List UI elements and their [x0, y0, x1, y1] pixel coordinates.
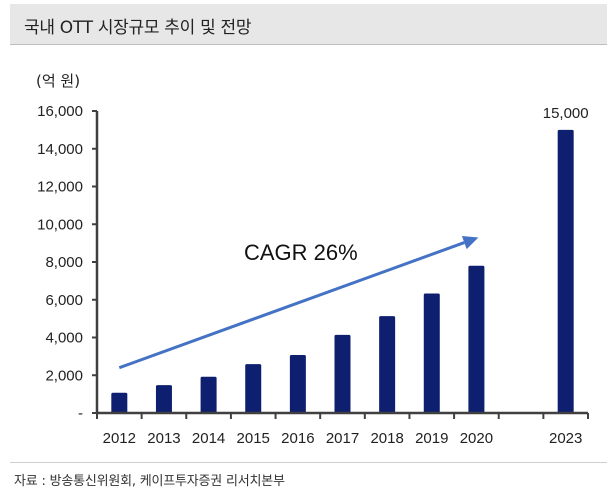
- data-label: 15,000: [543, 105, 589, 122]
- x-tick-label: 2019: [415, 430, 448, 447]
- x-tick-label: 2012: [103, 430, 136, 447]
- cagr-arrow-line: [118, 241, 465, 370]
- cagr-arrow-head-icon: [461, 235, 479, 250]
- title-bar: 국내 OTT 시장규모 추이 및 전망: [10, 4, 607, 45]
- y-tick-label: 4,000: [45, 330, 83, 347]
- x-tick-label: 2013: [147, 430, 180, 447]
- x-tick-label: 2016: [281, 430, 314, 447]
- source-note: 자료 : 방송통신위원회, 케이프투자증권 리서치본부: [14, 474, 285, 489]
- y-tick-label: 14,000: [37, 141, 83, 158]
- y-tick-label: 6,000: [45, 292, 83, 309]
- x-tick-label: 2017: [326, 430, 359, 447]
- bars-group: [111, 129, 574, 413]
- bar-2020: [468, 265, 485, 413]
- y-tick-label: 8,000: [45, 254, 83, 271]
- cagr-annotation: CAGR 26%: [244, 240, 358, 265]
- bar-2013: [155, 385, 172, 413]
- bar-2016: [289, 355, 306, 413]
- y-tick-label: 2,000: [45, 367, 83, 384]
- x-tick-label: 2015: [237, 430, 270, 447]
- labels-group: - 2,000 4,000 6,000 8,000 10,000 12,000 14,000 1…: [37, 103, 589, 447]
- y-axis-unit-label: (억 원): [36, 72, 81, 90]
- y-tick-label: -: [78, 405, 83, 422]
- bar-2017: [334, 334, 351, 413]
- bar-2019: [423, 293, 440, 413]
- bar-2018: [379, 316, 396, 413]
- y-tick-label: 16,000: [37, 103, 83, 120]
- annotation-group: CAGR 26%: [118, 235, 479, 370]
- x-tick-label: 2014: [192, 430, 225, 447]
- bar-2023: [557, 129, 574, 413]
- bar-2014: [200, 376, 217, 413]
- x-tick-label: 2018: [370, 430, 403, 447]
- footer-divider: [10, 462, 607, 463]
- axes-group: [92, 110, 589, 419]
- bar-2012: [111, 392, 128, 413]
- x-tick-label: 2020: [460, 430, 493, 447]
- chart-title: 국내 OTT 시장규모 추이 및 전망: [24, 18, 252, 38]
- bar-2015: [245, 364, 262, 413]
- y-tick-label: 12,000: [37, 179, 83, 196]
- x-tick-label: 2023: [549, 430, 582, 447]
- y-tick-label: 10,000: [37, 216, 83, 233]
